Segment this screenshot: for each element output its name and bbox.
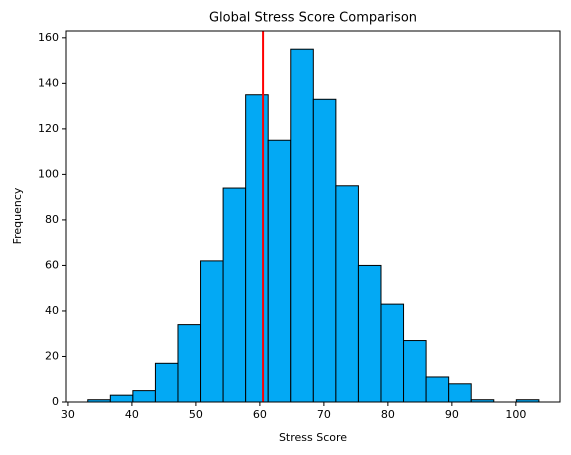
y-tick-label: 20 — [45, 349, 59, 362]
y-tick-label: 120 — [38, 122, 59, 135]
bar — [357, 264, 382, 403]
x-tick-label: 60 — [253, 408, 267, 421]
y-tick-label: 0 — [52, 395, 59, 408]
y-axis-label: Frequency — [11, 187, 24, 244]
bar — [290, 48, 314, 403]
x-tick-label: 30 — [61, 408, 75, 421]
y-tick-label: 160 — [38, 31, 59, 44]
x-tick-label: 90 — [445, 408, 459, 421]
bar — [132, 390, 156, 403]
bar — [312, 98, 337, 403]
y-tick-label: 100 — [38, 167, 59, 180]
bar — [267, 139, 292, 403]
y-tick-label: 60 — [45, 258, 59, 271]
x-axis-label: Stress Score — [279, 431, 347, 444]
x-tick-label: 100 — [505, 408, 526, 421]
x-tick-label: 70 — [317, 408, 331, 421]
x-tick-label: 80 — [381, 408, 395, 421]
bar — [425, 376, 450, 403]
bar — [245, 94, 269, 403]
y-tick-label: 80 — [45, 213, 59, 226]
y-tick-label: 40 — [45, 304, 59, 317]
plot-frame — [65, 30, 561, 403]
bar — [335, 185, 359, 403]
bar — [380, 303, 405, 403]
bar — [177, 324, 202, 403]
bar — [109, 394, 134, 403]
x-tick-label: 40 — [125, 408, 139, 421]
x-tick-label: 50 — [189, 408, 203, 421]
bar — [403, 340, 427, 403]
bar — [222, 187, 247, 403]
bar — [154, 362, 179, 403]
chart-title: Global Stress Score Comparison — [209, 11, 417, 26]
bar — [200, 260, 224, 403]
bar — [448, 383, 472, 403]
y-tick-label: 140 — [38, 76, 59, 89]
